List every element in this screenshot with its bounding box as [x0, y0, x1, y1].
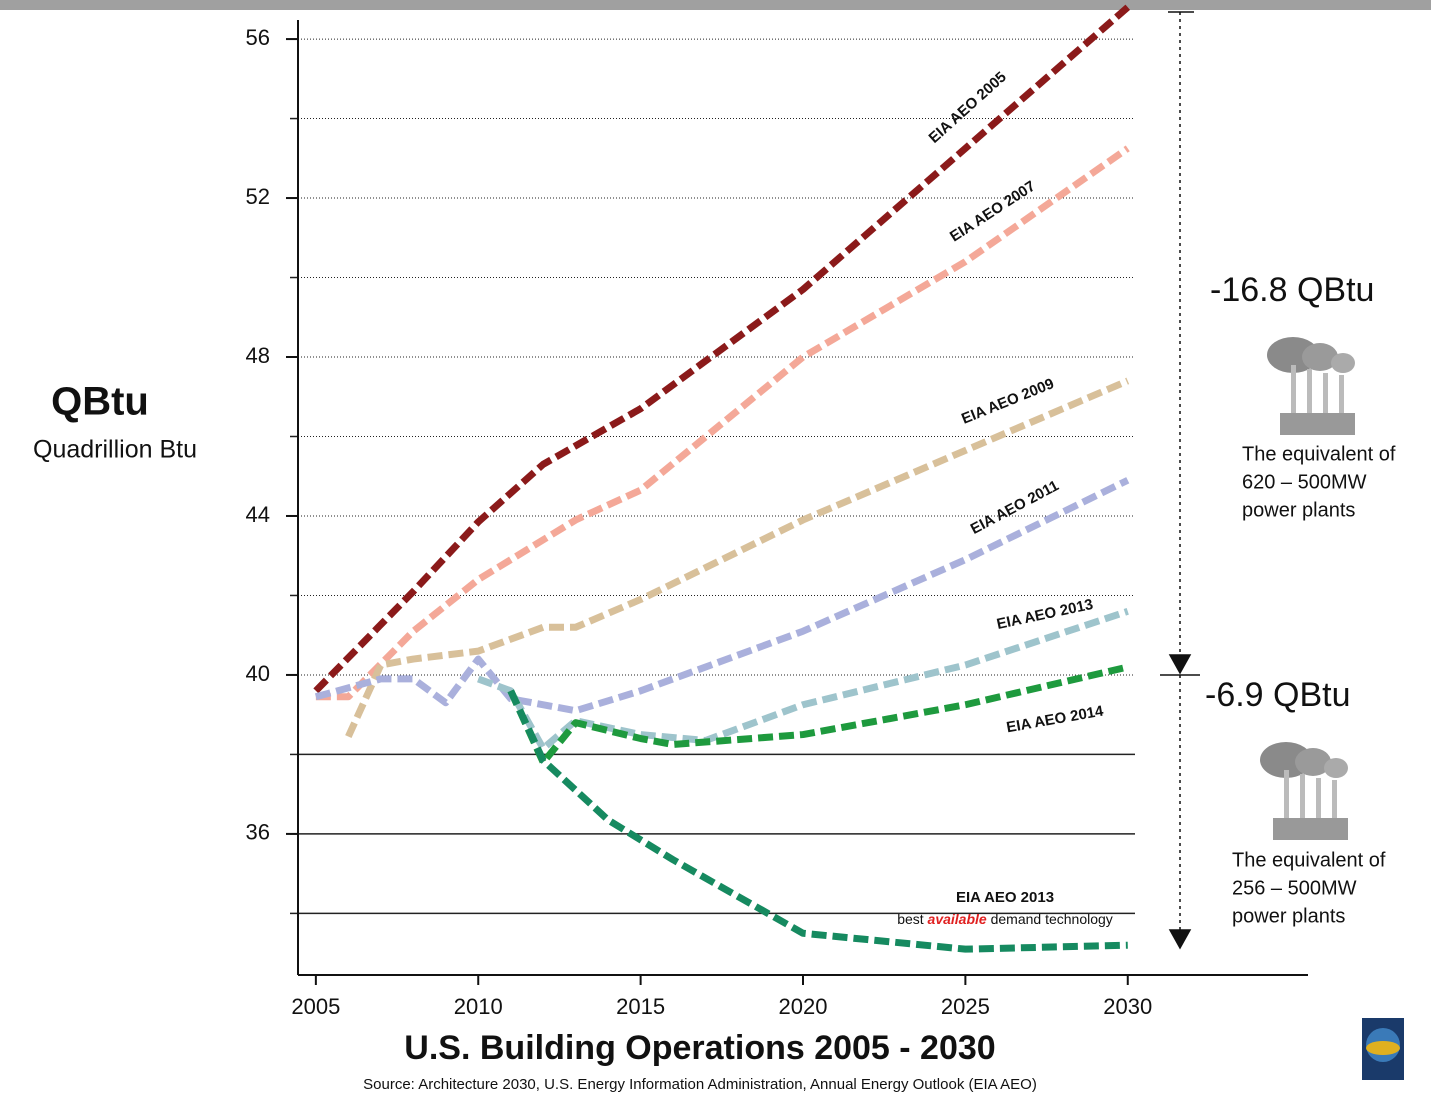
- reduction-arrows: [1160, 12, 1200, 948]
- y-tick-label: 44: [246, 502, 270, 527]
- y-axis-sublabel: Quadrillion Btu: [33, 436, 197, 464]
- power-plant-icon: [1267, 337, 1355, 435]
- series-label: EIA AEO 2013: [956, 889, 1054, 906]
- x-tick-label: 2030: [1103, 994, 1152, 1019]
- y-tick-label: 48: [246, 343, 270, 368]
- x-tick-label: 2010: [454, 994, 503, 1019]
- series-line: [348, 381, 1127, 737]
- y-axis-label: QBtu: [51, 380, 149, 424]
- logo: [1362, 1018, 1404, 1080]
- annotation-description: The equivalent of: [1242, 443, 1396, 465]
- annotation: -6.9 QBtu: [1205, 676, 1351, 714]
- x-tick-label: 2015: [616, 994, 665, 1019]
- x-tick-label: 2025: [941, 994, 990, 1019]
- top-bar: [0, 0, 1431, 10]
- y-tick-label: 36: [246, 820, 270, 845]
- x-tick-label: 2005: [291, 994, 340, 1019]
- annotation: -16.8 QBtu: [1210, 271, 1374, 309]
- source: Source: Architecture 2030, U.S. Energy I…: [363, 1076, 1037, 1093]
- x-tick-label: 2020: [779, 994, 828, 1019]
- series-line: [316, 7, 1128, 691]
- series-label: EIA AEO 2011: [968, 477, 1062, 538]
- chart-title: U.S. Building Operations 2005 - 2030: [404, 1029, 995, 1067]
- series-note: best available demand technology: [897, 911, 1113, 927]
- annotation-description: 620 – 500MW: [1242, 471, 1367, 493]
- note-text: demand technology: [987, 911, 1113, 927]
- y-tick-label: 52: [246, 184, 270, 209]
- annotation-description: 256 – 500MW: [1232, 877, 1357, 899]
- power-plant-icon: [1260, 742, 1348, 840]
- note-highlight: available: [928, 911, 987, 927]
- y-tick-label: 56: [246, 25, 270, 50]
- chart: QBtu Quadrillion Btu U.S. Building Opera…: [0, 0, 1431, 1095]
- annotation-description: power plants: [1242, 499, 1355, 521]
- page: {"chart_data": {"type": "line", "title":…: [0, 0, 1431, 1095]
- series-label: EIA AEO 2007: [947, 178, 1039, 246]
- series-label: EIA AEO 2005: [926, 68, 1010, 146]
- series-label: EIA AEO 2014: [1005, 702, 1105, 736]
- annotation-description: power plants: [1232, 905, 1345, 927]
- note-text: best: [897, 911, 927, 927]
- annotation-description: The equivalent of: [1232, 849, 1386, 871]
- y-tick-label: 40: [246, 661, 270, 686]
- series-label: EIA AEO 2013: [995, 596, 1094, 633]
